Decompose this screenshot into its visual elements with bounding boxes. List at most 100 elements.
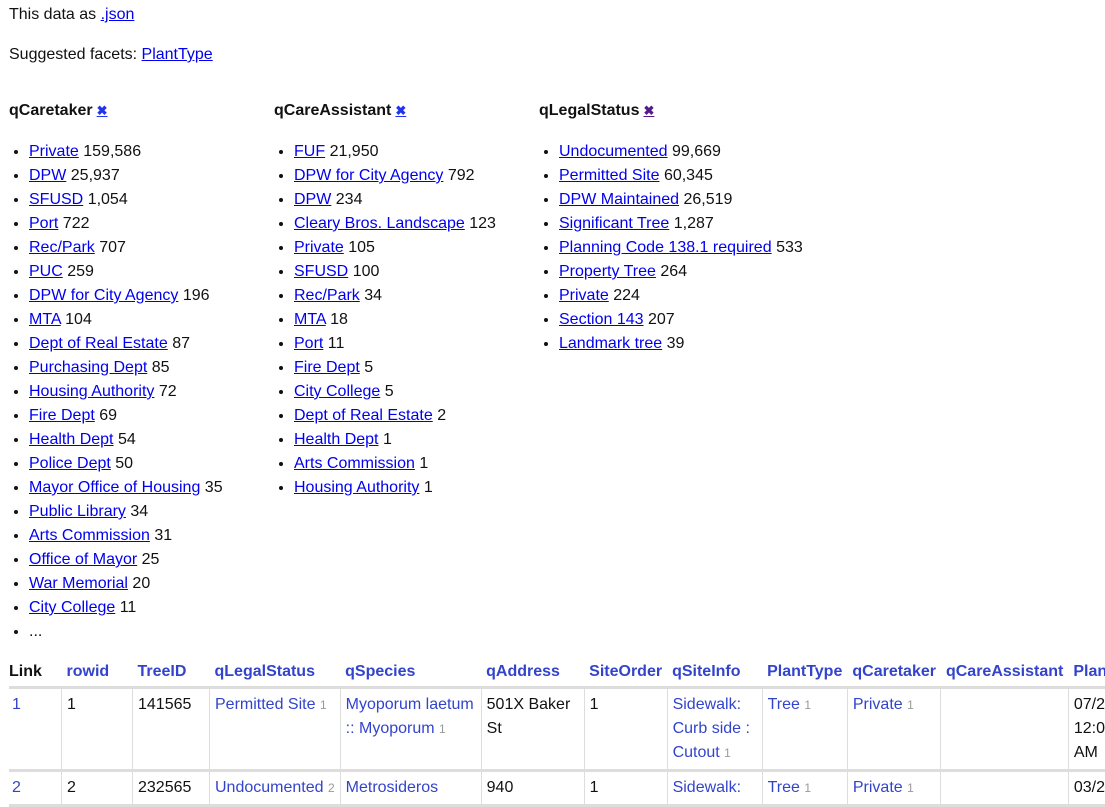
facet-value-link[interactable]: Rec/Park (29, 239, 95, 256)
facet-value-link[interactable]: Health Dept (294, 431, 379, 448)
facet-value-link[interactable]: DPW Maintained (559, 191, 680, 208)
facet-count: 264 (660, 263, 688, 280)
caretaker-link[interactable]: Private (852, 696, 903, 713)
remove-facet-icon[interactable]: ✖ (643, 103, 655, 118)
facet-value-link[interactable]: Housing Authority (29, 383, 155, 400)
cell-plantdate: 03/20/20 (1068, 770, 1105, 807)
facet-qLegalStatus: qLegalStatus✖Undocumented 99,669Permitte… (539, 100, 804, 356)
facet-value-link[interactable]: Purchasing Dept (29, 359, 148, 376)
facet-count: 792 (447, 167, 475, 184)
facet-value-link[interactable]: Permitted Site (559, 167, 660, 184)
facet-count: 234 (335, 191, 363, 208)
caretaker-link[interactable]: Private (852, 779, 903, 796)
column-header-siteorder[interactable]: SiteOrder (584, 660, 668, 689)
column-header-qsiteinfo[interactable]: qSiteInfo (667, 660, 763, 689)
facet-value: DPW for City Agency 792 (294, 164, 539, 188)
column-header-plantdate[interactable]: PlantDate (1068, 660, 1105, 689)
facet-value-link[interactable]: Housing Authority (294, 479, 420, 496)
rowid-value: 1 (67, 696, 76, 713)
facet-value-link[interactable]: Landmark tree (559, 335, 663, 352)
suggested-facet-planttype[interactable]: PlantType (141, 46, 213, 63)
facet-value-link[interactable]: MTA (29, 311, 61, 328)
facet-count: 25,937 (70, 167, 120, 184)
column-header-qspecies[interactable]: qSpecies (340, 660, 482, 689)
facet-value-link[interactable]: Private (29, 143, 79, 160)
facet-value-link[interactable]: Public Library (29, 503, 126, 520)
facet-count: 72 (158, 383, 177, 400)
siteinfo-link[interactable]: Sidewalk: (672, 779, 742, 796)
facet-value-link[interactable]: Private (559, 287, 609, 304)
facet-value: City College 5 (294, 380, 539, 404)
facet-value-link[interactable]: Arts Commission (29, 527, 150, 544)
column-header-qaddress[interactable]: qAddress (481, 660, 585, 689)
facet-value-link[interactable]: Arts Commission (294, 455, 415, 472)
column-header-treeid[interactable]: TreeID (132, 660, 210, 689)
count: 1 (319, 698, 327, 712)
facet-value: Rec/Park 707 (29, 236, 274, 260)
facet-value-link[interactable]: Planning Code 138.1 required (559, 239, 772, 256)
column-header-qlegalstatus[interactable]: qLegalStatus (209, 660, 341, 689)
facet-value: Significant Tree 1,287 (559, 212, 804, 236)
remove-facet-icon[interactable]: ✖ (96, 103, 108, 118)
facet-value-link[interactable]: PUC (29, 263, 63, 280)
facet-value-link[interactable]: Mayor Office of Housing (29, 479, 201, 496)
column-header-rowid[interactable]: rowid (61, 660, 133, 689)
legal-link[interactable]: Permitted Site (215, 696, 316, 713)
facet-value-link[interactable]: Dept of Real Estate (294, 407, 433, 424)
facet-value-link[interactable]: Undocumented (559, 143, 668, 160)
facet-value-link[interactable]: City College (294, 383, 381, 400)
facet-value-link[interactable]: Port (294, 335, 324, 352)
species-link[interactable]: Metrosideros (345, 779, 439, 796)
facet-value: MTA 18 (294, 308, 539, 332)
column-header-qcaretaker[interactable]: qCaretaker (847, 660, 941, 689)
facet-values: Private 159,586DPW 25,937SFUSD 1,054Port… (9, 140, 274, 644)
column-header-qcareassistant[interactable]: qCareAssistant (940, 660, 1069, 689)
facet-value: Mayor Office of Housing 35 (29, 476, 274, 500)
treeid-value: 141565 (138, 696, 192, 713)
link-link[interactable]: 2 (12, 779, 21, 796)
facet-value-link[interactable]: Rec/Park (294, 287, 360, 304)
facet-value-link[interactable]: MTA (294, 311, 326, 328)
facet-value-link[interactable]: War Memorial (29, 575, 128, 592)
facet-value-link[interactable]: Private (294, 239, 344, 256)
species-link[interactable]: Myoporum laetum :: Myoporum (345, 696, 474, 737)
cell-treeid: 141565 (132, 687, 210, 772)
facet-value-link[interactable]: Health Dept (29, 431, 114, 448)
facet-value-link[interactable]: Significant Tree (559, 215, 670, 232)
facet-value-link[interactable]: SFUSD (294, 263, 349, 280)
facet-value-link[interactable]: Fire Dept (29, 407, 95, 424)
planttype-link[interactable]: Tree (767, 696, 800, 713)
facet-value-link[interactable]: Fire Dept (294, 359, 360, 376)
facet-value-link[interactable]: Cleary Bros. Landscape (294, 215, 465, 232)
facet-value-link[interactable]: City College (29, 599, 116, 616)
facet-title: qCareAssistant ✖ (274, 100, 539, 122)
facet-value: Purchasing Dept 85 (29, 356, 274, 380)
facet-value: Undocumented 99,669 (559, 140, 804, 164)
link-link[interactable]: 1 (12, 696, 21, 713)
facet-value-link[interactable]: Property Tree (559, 263, 656, 280)
facet-more[interactable]: ... (29, 620, 274, 644)
json-link[interactable]: .json (100, 6, 135, 23)
facet-value-link[interactable]: SFUSD (29, 191, 84, 208)
facet-value-link[interactable]: Office of Mayor (29, 551, 138, 568)
facet-value-link[interactable]: Port (29, 215, 59, 232)
facet-value: Private 105 (294, 236, 539, 260)
facet-count: 26,519 (683, 191, 733, 208)
column-header-planttype[interactable]: PlantType (762, 660, 848, 689)
facet-value-link[interactable]: Police Dept (29, 455, 111, 472)
facet-count: 34 (130, 503, 149, 520)
facet-value-link[interactable]: Section 143 (559, 311, 644, 328)
facet-value-link[interactable]: DPW (29, 167, 67, 184)
planttype-link[interactable]: Tree (767, 779, 800, 796)
facet-value: Cleary Bros. Landscape 123 (294, 212, 539, 236)
facet-value-link[interactable]: DPW for City Agency (29, 287, 179, 304)
facet-value-link[interactable]: FUF (294, 143, 326, 160)
cell-address: 940 (481, 770, 585, 807)
facet-value-link[interactable]: DPW (294, 191, 332, 208)
facet-value-link[interactable]: Dept of Real Estate (29, 335, 168, 352)
remove-facet-icon[interactable]: ✖ (395, 103, 407, 118)
facet-value-link[interactable]: DPW for City Agency (294, 167, 444, 184)
cell-link: 1 (9, 687, 62, 772)
legal-link[interactable]: Undocumented (215, 779, 324, 796)
siteinfo-link[interactable]: Sidewalk: Curb side : Cutout (672, 696, 750, 761)
